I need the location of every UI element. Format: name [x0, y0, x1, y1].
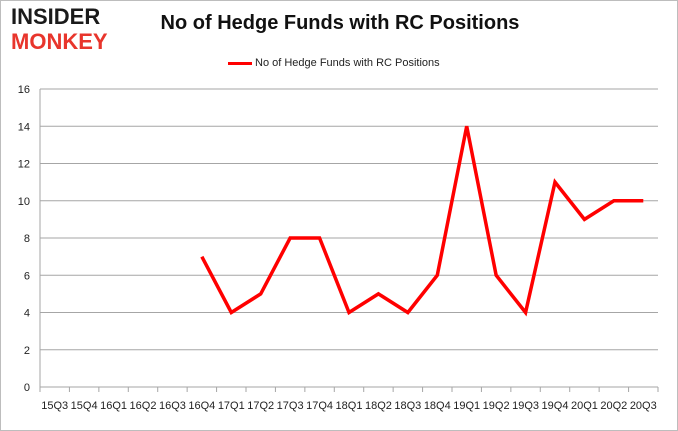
y-tick-label-2: 2: [24, 345, 30, 357]
y-tick-label-6: 6: [24, 270, 30, 282]
x-tick-label-17Q3: 17Q3: [277, 400, 304, 412]
x-tick-label-19Q4: 19Q4: [542, 400, 569, 412]
logo-text-insider: INSIDER: [11, 4, 101, 29]
x-tick-label-16Q1: 16Q1: [100, 400, 127, 412]
x-tick-label-16Q2: 16Q2: [130, 400, 157, 412]
x-tick-label-17Q4: 17Q4: [306, 400, 333, 412]
x-tick-label-18Q1: 18Q1: [336, 400, 363, 412]
y-tick-label-12: 12: [18, 159, 30, 171]
legend-label: No of Hedge Funds with RC Positions: [255, 57, 440, 69]
logo-text-monkey: MONKEY: [11, 29, 108, 54]
x-tick-label-18Q3: 18Q3: [394, 400, 421, 412]
y-tick-label-16: 16: [18, 84, 30, 96]
insider-monkey-logo: INSIDER MONKEY: [11, 6, 127, 54]
x-tick-label-17Q2: 17Q2: [247, 400, 274, 412]
x-tick-label-20Q3: 20Q3: [630, 400, 657, 412]
x-tick-label-18Q4: 18Q4: [424, 400, 451, 412]
y-tick-label-8: 8: [24, 233, 30, 245]
x-tick-label-15Q4: 15Q4: [71, 400, 98, 412]
y-tick-label-4: 4: [24, 308, 30, 320]
grid-lines: [39, 88, 659, 392]
legend-swatch: [228, 61, 252, 65]
x-tick-label-17Q1: 17Q1: [218, 400, 245, 412]
series-lines: [200, 125, 644, 317]
y-tick-label-0: 0: [24, 382, 30, 394]
x-tick-label-18Q2: 18Q2: [365, 400, 392, 412]
x-tick-label-19Q3: 19Q3: [512, 400, 539, 412]
x-tick-label-20Q1: 20Q1: [571, 400, 598, 412]
x-tick-label-15Q3: 15Q3: [41, 400, 68, 412]
y-tick-label-10: 10: [18, 196, 30, 208]
chart-legend: No of Hedge Funds with RC Positions: [228, 55, 440, 71]
y-tick-labels: 0 2 4 6 8 10 12 14 16: [18, 84, 30, 394]
x-tick-label-20Q2: 20Q2: [600, 400, 627, 412]
chart-title: No of Hedge Funds with RC Positions: [160, 12, 520, 34]
x-tick-label-19Q2: 19Q2: [483, 400, 510, 412]
x-tick-label-16Q3: 16Q3: [159, 400, 186, 412]
x-tick-label-16Q4: 16Q4: [188, 400, 215, 412]
x-tick-labels: 15Q3 15Q4 16Q1 16Q2 16Q3 16Q4 17Q1 17Q2 17Q3 17Q4…: [41, 400, 656, 412]
series-line-0: [200, 125, 644, 317]
x-tick-label-19Q1: 19Q1: [453, 400, 480, 412]
y-tick-label-14: 14: [18, 121, 30, 133]
